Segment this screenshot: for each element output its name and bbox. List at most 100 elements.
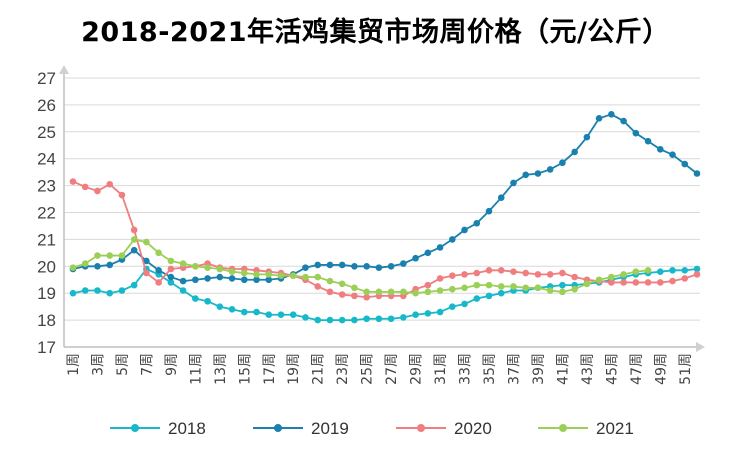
point-2021-37周 (510, 283, 517, 290)
point-2021-48周 (644, 267, 652, 274)
point-2018-20周 (302, 314, 309, 321)
point-2018-13周 (216, 303, 224, 310)
point-2019-9周 (167, 273, 175, 281)
point-2021-16周 (253, 271, 260, 278)
point-2020-22周 (326, 288, 334, 296)
point-2018-3周 (94, 287, 101, 294)
point-2019-43周 (583, 133, 591, 141)
point-2018-15周 (240, 308, 248, 316)
x-tick-label: 3周 (90, 353, 106, 376)
x-tick-label: 47周 (629, 353, 645, 385)
point-2020-46周 (620, 279, 627, 286)
point-2020-24周 (351, 292, 358, 300)
point-2019-11周 (192, 276, 199, 284)
point-2020-40周 (546, 271, 554, 278)
point-2021-38周 (522, 284, 530, 292)
point-2019-38周 (522, 171, 530, 179)
x-tick-label: 41周 (555, 353, 571, 385)
point-2018-27周 (387, 315, 395, 323)
point-2019-28周 (400, 260, 407, 267)
point-2018-33周 (461, 300, 468, 308)
point-2020-34周 (473, 269, 481, 277)
point-2021-12周 (204, 264, 211, 271)
y-tick-label: 22 (37, 204, 56, 223)
legend-label-2019: 2019 (311, 419, 349, 438)
point-2019-10周 (179, 277, 187, 285)
point-2018-32周 (448, 303, 456, 310)
series-line-2020 (72, 180, 698, 299)
point-2018-31周 (436, 308, 444, 316)
point-2020-39周 (534, 271, 542, 278)
point-2021-21周 (314, 273, 322, 281)
point-2020-36周 (497, 267, 505, 274)
point-2021-22周 (326, 277, 334, 285)
point-2018-29周 (412, 311, 419, 319)
point-2021-7周 (143, 238, 150, 246)
point-2018-34周 (473, 295, 481, 302)
x-tick-label: 51周 (678, 353, 694, 385)
y-tick-label: 25 (37, 123, 56, 142)
point-2019-23周 (338, 261, 346, 269)
x-tick-label: 43周 (580, 353, 596, 385)
point-2019-16周 (253, 276, 260, 284)
y-tick-label: 17 (37, 338, 56, 357)
point-2019-46周 (620, 117, 627, 125)
point-2020-38周 (522, 269, 530, 277)
series-line-2019 (72, 113, 698, 283)
point-2021-45周 (608, 273, 615, 281)
point-2019-25周 (363, 263, 370, 270)
legend-marker-2019 (274, 424, 282, 432)
series-line-2018 (72, 267, 698, 321)
point-2018-6周 (130, 281, 138, 289)
point-2018-49周 (656, 268, 664, 275)
point-2019-33周 (461, 226, 468, 234)
legend-marker-2020 (417, 424, 425, 432)
point-2020-42周 (571, 273, 578, 281)
point-2021-25周 (363, 288, 370, 296)
point-2019-39周 (534, 170, 542, 177)
point-2019-37周 (510, 179, 517, 187)
point-2020-37周 (510, 268, 517, 275)
chart-title: 2018-2021年活鸡集贸市场周价格（元/公斤） (81, 17, 670, 48)
point-2019-31周 (436, 244, 444, 251)
point-2021-17周 (265, 271, 273, 278)
x-tick-label: 1周 (66, 353, 82, 376)
point-2018-11周 (192, 295, 199, 302)
point-2019-26周 (375, 264, 383, 271)
y-tick-label: 23 (37, 177, 56, 196)
x-tick-label: 25周 (360, 353, 376, 385)
point-2021-13周 (216, 265, 224, 273)
point-2021-40周 (546, 287, 554, 294)
point-2020-45周 (608, 279, 615, 286)
point-2021-32周 (448, 285, 456, 293)
point-2021-1周 (69, 264, 77, 271)
legend-marker-2018 (131, 424, 139, 432)
point-2019-40周 (546, 166, 554, 173)
y-tick-label: 19 (37, 284, 56, 303)
x-axis-arrow (696, 342, 705, 352)
point-2021-41周 (559, 288, 566, 296)
point-2020-21周 (314, 283, 322, 290)
x-tick-label: 13周 (213, 353, 229, 385)
point-2021-44周 (595, 276, 603, 284)
x-tick-label: 29周 (409, 353, 425, 385)
point-2019-8周 (155, 267, 162, 274)
point-2018-28周 (400, 314, 407, 321)
x-tick-label: 11周 (188, 353, 204, 385)
y-tick-label: 27 (37, 69, 56, 88)
point-2018-17周 (265, 311, 273, 319)
point-2020-41周 (559, 269, 566, 277)
point-2021-28周 (400, 288, 407, 296)
point-2021-20周 (302, 273, 309, 281)
point-2019-35周 (485, 207, 493, 215)
point-2021-5周 (118, 252, 126, 259)
legend-label-2018: 2018 (168, 419, 206, 438)
point-2019-15周 (240, 276, 248, 284)
y-tick-label: 20 (37, 257, 56, 276)
x-tick-label: 7周 (139, 353, 155, 376)
point-2021-46周 (620, 271, 627, 278)
point-2019-49周 (656, 145, 664, 153)
point-2021-27周 (387, 288, 395, 296)
point-2019-27周 (387, 263, 395, 270)
